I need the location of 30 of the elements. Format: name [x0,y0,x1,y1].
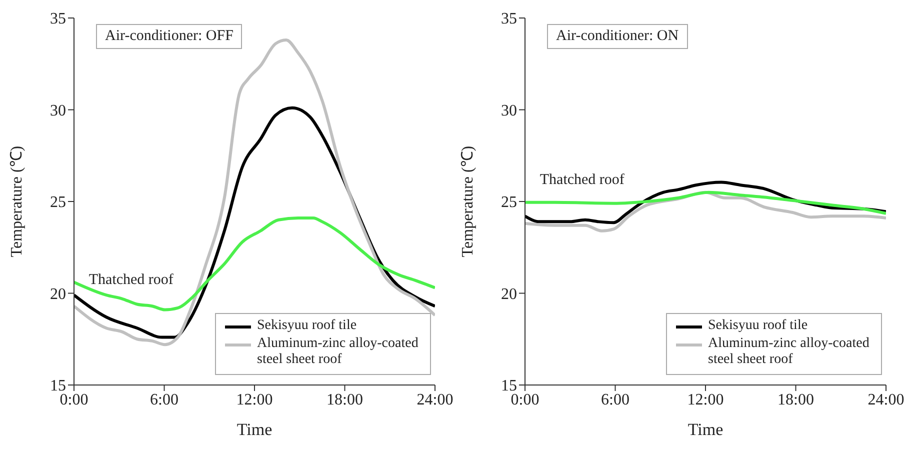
y-axis-title: Temperature (℃) [460,146,477,258]
y-tick-label: 25 [50,194,66,212]
legend-label: Aluminum-zinc alloy-coated steel sheet roof [708,336,870,368]
y-axis-title: Temperature (℃) [8,146,26,258]
annotation: Thatched roof [540,172,624,190]
line-series [525,190,886,215]
y-tick-label: 30 [501,102,517,120]
text: Air-conditioner: OFF [96,24,242,49]
annotation: Thatched roof [88,272,174,290]
x-axis-title: Time [236,420,272,439]
x-tick-label: 12:00 [687,391,724,408]
x-tick-label: 6:00 [150,391,178,408]
y-tick-label: 35 [501,10,517,28]
x-axis-title: Time [688,420,724,439]
y-tick-label: 25 [501,194,517,212]
legend-label: Sekisyuu roof tile [708,318,808,334]
x-tick-label: 18:00 [326,391,363,408]
y-tick-label: 20 [50,286,66,303]
x-tick-label: 6:00 [601,391,630,408]
y-tick-label: 35 [50,10,66,28]
legend-label: Sekisyuu roof tile [257,318,357,334]
x-tick-label: 24:00 [868,391,904,408]
x-tick-label: 24:00 [416,391,454,408]
x-tick-label: 12:00 [236,391,273,408]
x-tick-label: 18:00 [778,391,814,408]
legend-label: Aluminum-zinc alloy-coated steel sheet roof [257,336,420,368]
text: Air-conditioner: ON [547,24,688,49]
line-series [74,216,435,312]
y-tick-label: 20 [501,286,517,303]
y-tick-label: 30 [50,102,66,120]
